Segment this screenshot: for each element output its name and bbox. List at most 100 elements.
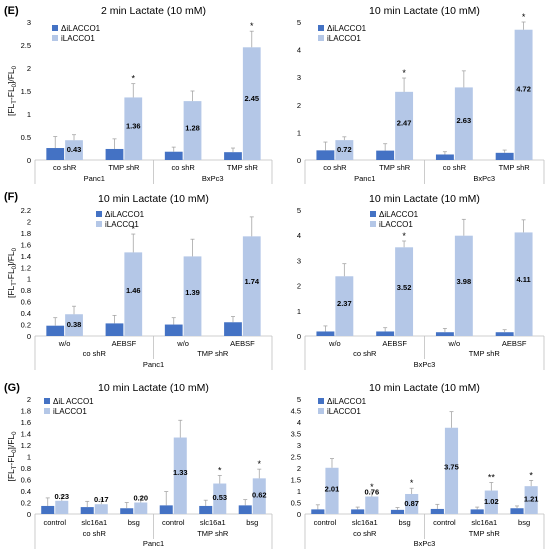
bar-full: [514, 29, 533, 161]
chart-0: 2 min Lactate (10 mM) 0 0.5 1 1.5 2 2.5 3 [FLT-F…: [6, 5, 273, 184]
y-tick-label: 0.5: [291, 499, 301, 508]
bar-full: [454, 87, 473, 160]
x-tick-label: bsg: [128, 518, 140, 527]
y-tick-label: 2.2: [21, 206, 31, 215]
data-label: 0.23: [54, 492, 69, 501]
legend-label-delta: ΔiLACCO1: [327, 24, 367, 33]
legend-swatch-full: [318, 35, 324, 41]
panel-letter-g: (G): [4, 382, 20, 394]
bar-delta: [159, 505, 173, 514]
significance-star: *: [402, 68, 406, 78]
y-axis-label-part: ]/FL: [6, 435, 16, 450]
y-tick-label: 1.8: [21, 407, 31, 416]
x-tick-label: TMP shR: [108, 163, 140, 172]
group-label: co shR: [353, 529, 377, 538]
bar-full: [514, 232, 533, 336]
bar-full: [524, 486, 538, 514]
x-tick-label: w/o: [58, 339, 71, 348]
bar-full: [55, 500, 69, 514]
bar-delta: [164, 324, 183, 336]
y-axis-label-subscript: 0: [12, 65, 18, 69]
bar-full: [325, 467, 339, 514]
chart-title: 10 min Lactate (10 mM): [369, 193, 480, 205]
y-tick-label: 4: [297, 231, 301, 240]
y-axis-label-subscript: T: [12, 282, 18, 286]
y-tick-label: 5: [297, 18, 301, 27]
bar-delta: [105, 148, 124, 160]
group-label: BxPc3: [202, 174, 224, 183]
data-label: 0.62: [252, 490, 267, 499]
bar-delta: [238, 505, 252, 514]
bar-delta: [46, 148, 65, 160]
bar-full: [94, 504, 108, 514]
y-tick-label: 5: [297, 206, 301, 215]
x-tick-label: w/o: [448, 339, 461, 348]
bar-full: [65, 314, 83, 336]
data-label: 2.63: [457, 116, 472, 125]
y-tick-label: 3: [297, 73, 301, 82]
x-tick-label: AEBSF: [382, 339, 407, 348]
y-tick-label: 2: [297, 101, 301, 110]
chart-3: 10 min Lactate (10 mM) 0 1 2 3 4 5 ΔiLACCO1iLAC…: [297, 193, 545, 370]
chart-4: 10 min Lactate (10 mM) 0 0.2 0.4 0.6 0.8 1 1.2 1…: [6, 382, 273, 549]
bar-full: [395, 247, 414, 336]
significance-star: *: [250, 21, 254, 31]
x-tick-label: control: [314, 518, 337, 527]
legend-label-full: iLACCO1: [105, 220, 139, 229]
data-label: 2.47: [397, 119, 412, 128]
legend-swatch-delta: [52, 25, 58, 31]
bar-delta: [316, 150, 335, 160]
data-label: 4.11: [516, 275, 530, 284]
bar-full: [242, 236, 261, 336]
data-label: 1.33: [173, 468, 188, 477]
legend-swatch-delta: [318, 398, 324, 404]
legend-label-delta: ΔiLACCO1: [327, 397, 367, 406]
data-label: 2.45: [244, 94, 259, 103]
bar-delta: [510, 508, 524, 514]
x-tick-label: slc16a1: [200, 518, 226, 527]
legend-swatch-full: [318, 408, 324, 414]
bar-full: [335, 140, 354, 160]
group-label: co shR: [83, 529, 107, 538]
bar-full: [484, 490, 498, 514]
y-tick-label: 1: [297, 128, 301, 137]
y-tick-label: 2: [297, 464, 301, 473]
y-axis-label-part: ]/FL: [6, 251, 16, 266]
super-group-label: BxPc3: [414, 360, 436, 369]
bar-full: [213, 483, 227, 514]
group-label: TMP shR: [469, 349, 501, 358]
y-tick-label: 2: [27, 395, 31, 404]
data-label: 1.39: [185, 288, 200, 297]
data-label: 2.01: [325, 485, 340, 494]
chart-5: 10 min Lactate (10 mM) 0 0.5 1 1.5 2 2.5 3 3.5 4 4…: [291, 382, 545, 549]
y-tick-label: 0.6: [21, 476, 31, 485]
bar-delta: [41, 505, 55, 514]
bar-delta: [435, 332, 454, 336]
data-label: 3.52: [397, 283, 412, 292]
significance-star: *: [522, 12, 526, 22]
significance-star: *: [529, 470, 533, 480]
data-label: 0.43: [67, 145, 82, 154]
bar-full: [124, 97, 143, 160]
bar-delta: [80, 507, 94, 514]
significance-star: *: [132, 74, 136, 84]
bar-delta: [105, 323, 124, 336]
bar-delta: [430, 508, 444, 514]
y-tick-label: 2: [297, 282, 301, 291]
bar-delta: [316, 331, 335, 336]
group-label: TMP shR: [197, 349, 229, 358]
significance-star: *: [402, 231, 406, 241]
bar-full: [183, 101, 202, 160]
group-label: co shR: [83, 349, 107, 358]
y-tick-label: 0: [297, 332, 301, 341]
bar-full: [365, 496, 379, 514]
y-tick-label: 0.8: [21, 286, 31, 295]
bar-delta: [164, 151, 183, 160]
legend-swatch-delta: [44, 398, 50, 404]
chart-1: 10 min Lactate (10 mM) 0 1 2 3 4 5 ΔiLACCO1iLAC…: [297, 5, 545, 184]
